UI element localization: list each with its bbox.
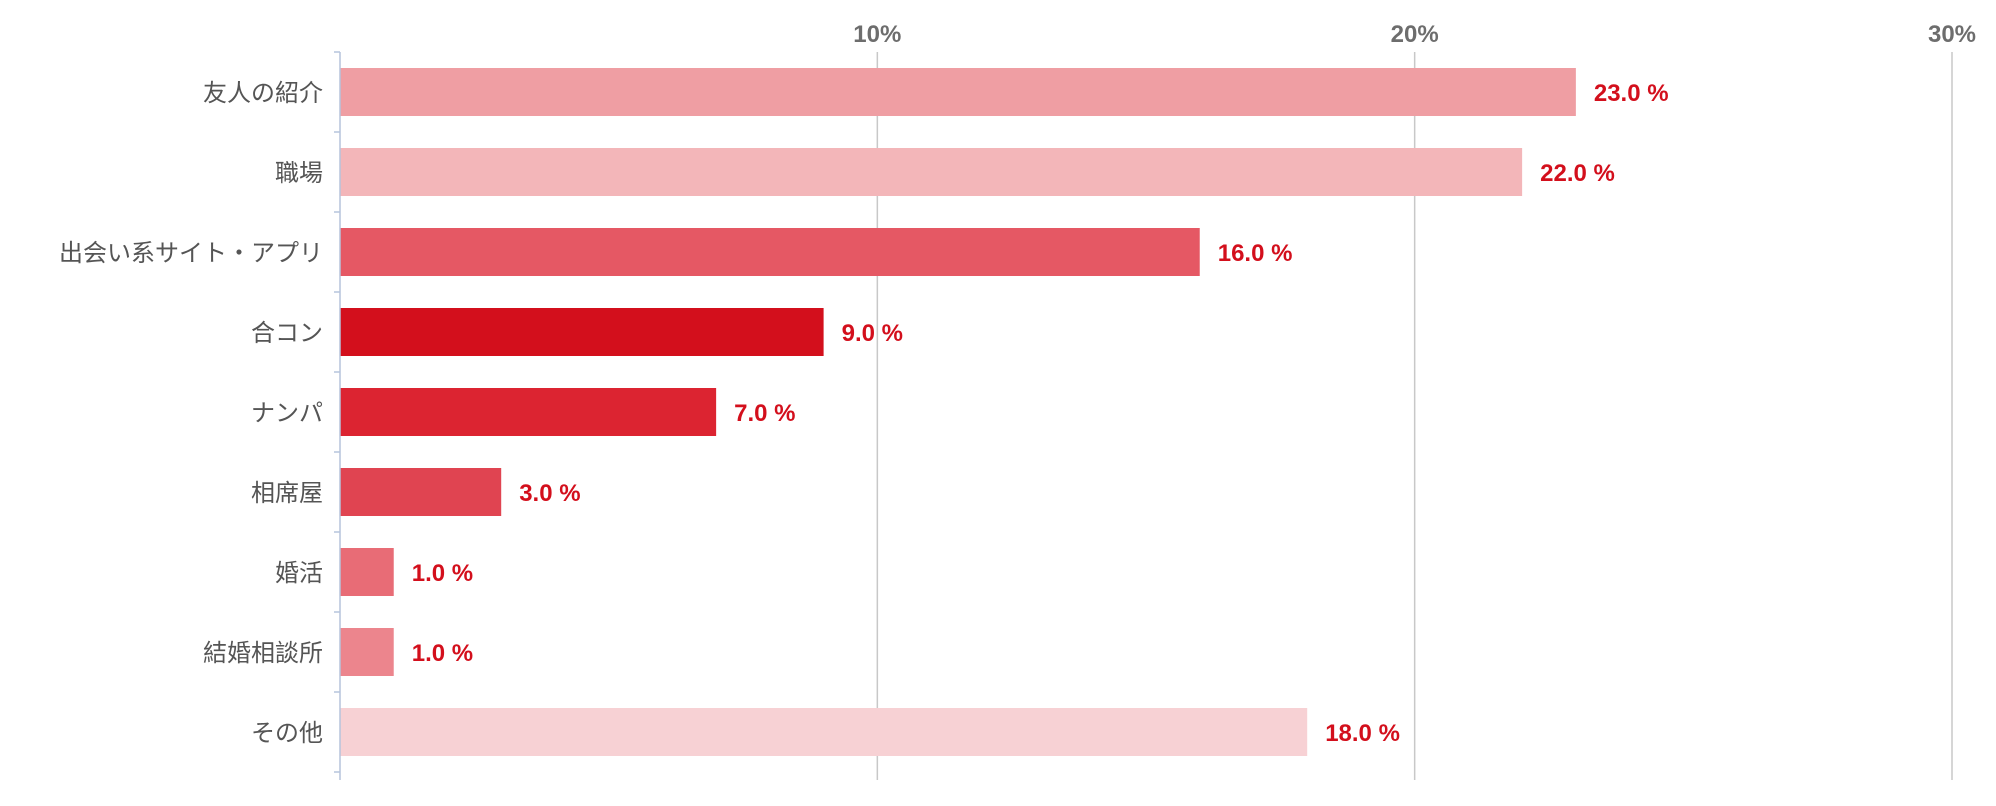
y-axis bbox=[334, 51, 341, 780]
category-label: 相席屋 bbox=[251, 479, 323, 507]
data-label: 16.0 % bbox=[1218, 240, 1293, 267]
category-label: ナンパ bbox=[251, 399, 323, 427]
data-label: 3.0 % bbox=[519, 480, 580, 507]
category-label: 職場 bbox=[275, 159, 323, 187]
category-label: 結婚相談所 bbox=[203, 639, 323, 667]
category-label: 婚活 bbox=[275, 559, 323, 587]
x-tick-label: 10% bbox=[853, 21, 901, 48]
bar bbox=[340, 308, 824, 356]
data-label: 23.0 % bbox=[1594, 80, 1669, 107]
value-labels: 23.0 % 22.0 % 16.0 % 9.0 % 7.0 % 3.0 % 1.0 % 1.… bbox=[412, 80, 1669, 747]
bar bbox=[340, 388, 717, 436]
category-label: その他 bbox=[251, 719, 323, 747]
bar bbox=[340, 148, 1523, 196]
x-tick-label: 30% bbox=[1928, 21, 1976, 48]
data-label: 22.0 % bbox=[1540, 160, 1615, 187]
data-label: 1.0 % bbox=[412, 640, 473, 667]
x-tick-label: 20% bbox=[1391, 21, 1439, 48]
bar bbox=[340, 228, 1200, 276]
bar bbox=[340, 68, 1576, 116]
data-label: 7.0 % bbox=[734, 400, 795, 427]
bar bbox=[340, 468, 502, 516]
data-label: 9.0 % bbox=[842, 320, 903, 347]
bar bbox=[340, 548, 394, 596]
bar bbox=[340, 708, 1308, 756]
category-label: 出会い系サイト・アプリ bbox=[59, 239, 323, 267]
data-label: 18.0 % bbox=[1325, 720, 1400, 747]
data-label: 1.0 % bbox=[412, 560, 473, 587]
category-label: 友人の紹介 bbox=[203, 79, 323, 107]
x-axis-ticks: 10% 20% 30% bbox=[853, 21, 1976, 48]
bar bbox=[340, 628, 394, 676]
bars bbox=[340, 68, 1576, 756]
category-label: 合コン bbox=[251, 319, 323, 347]
